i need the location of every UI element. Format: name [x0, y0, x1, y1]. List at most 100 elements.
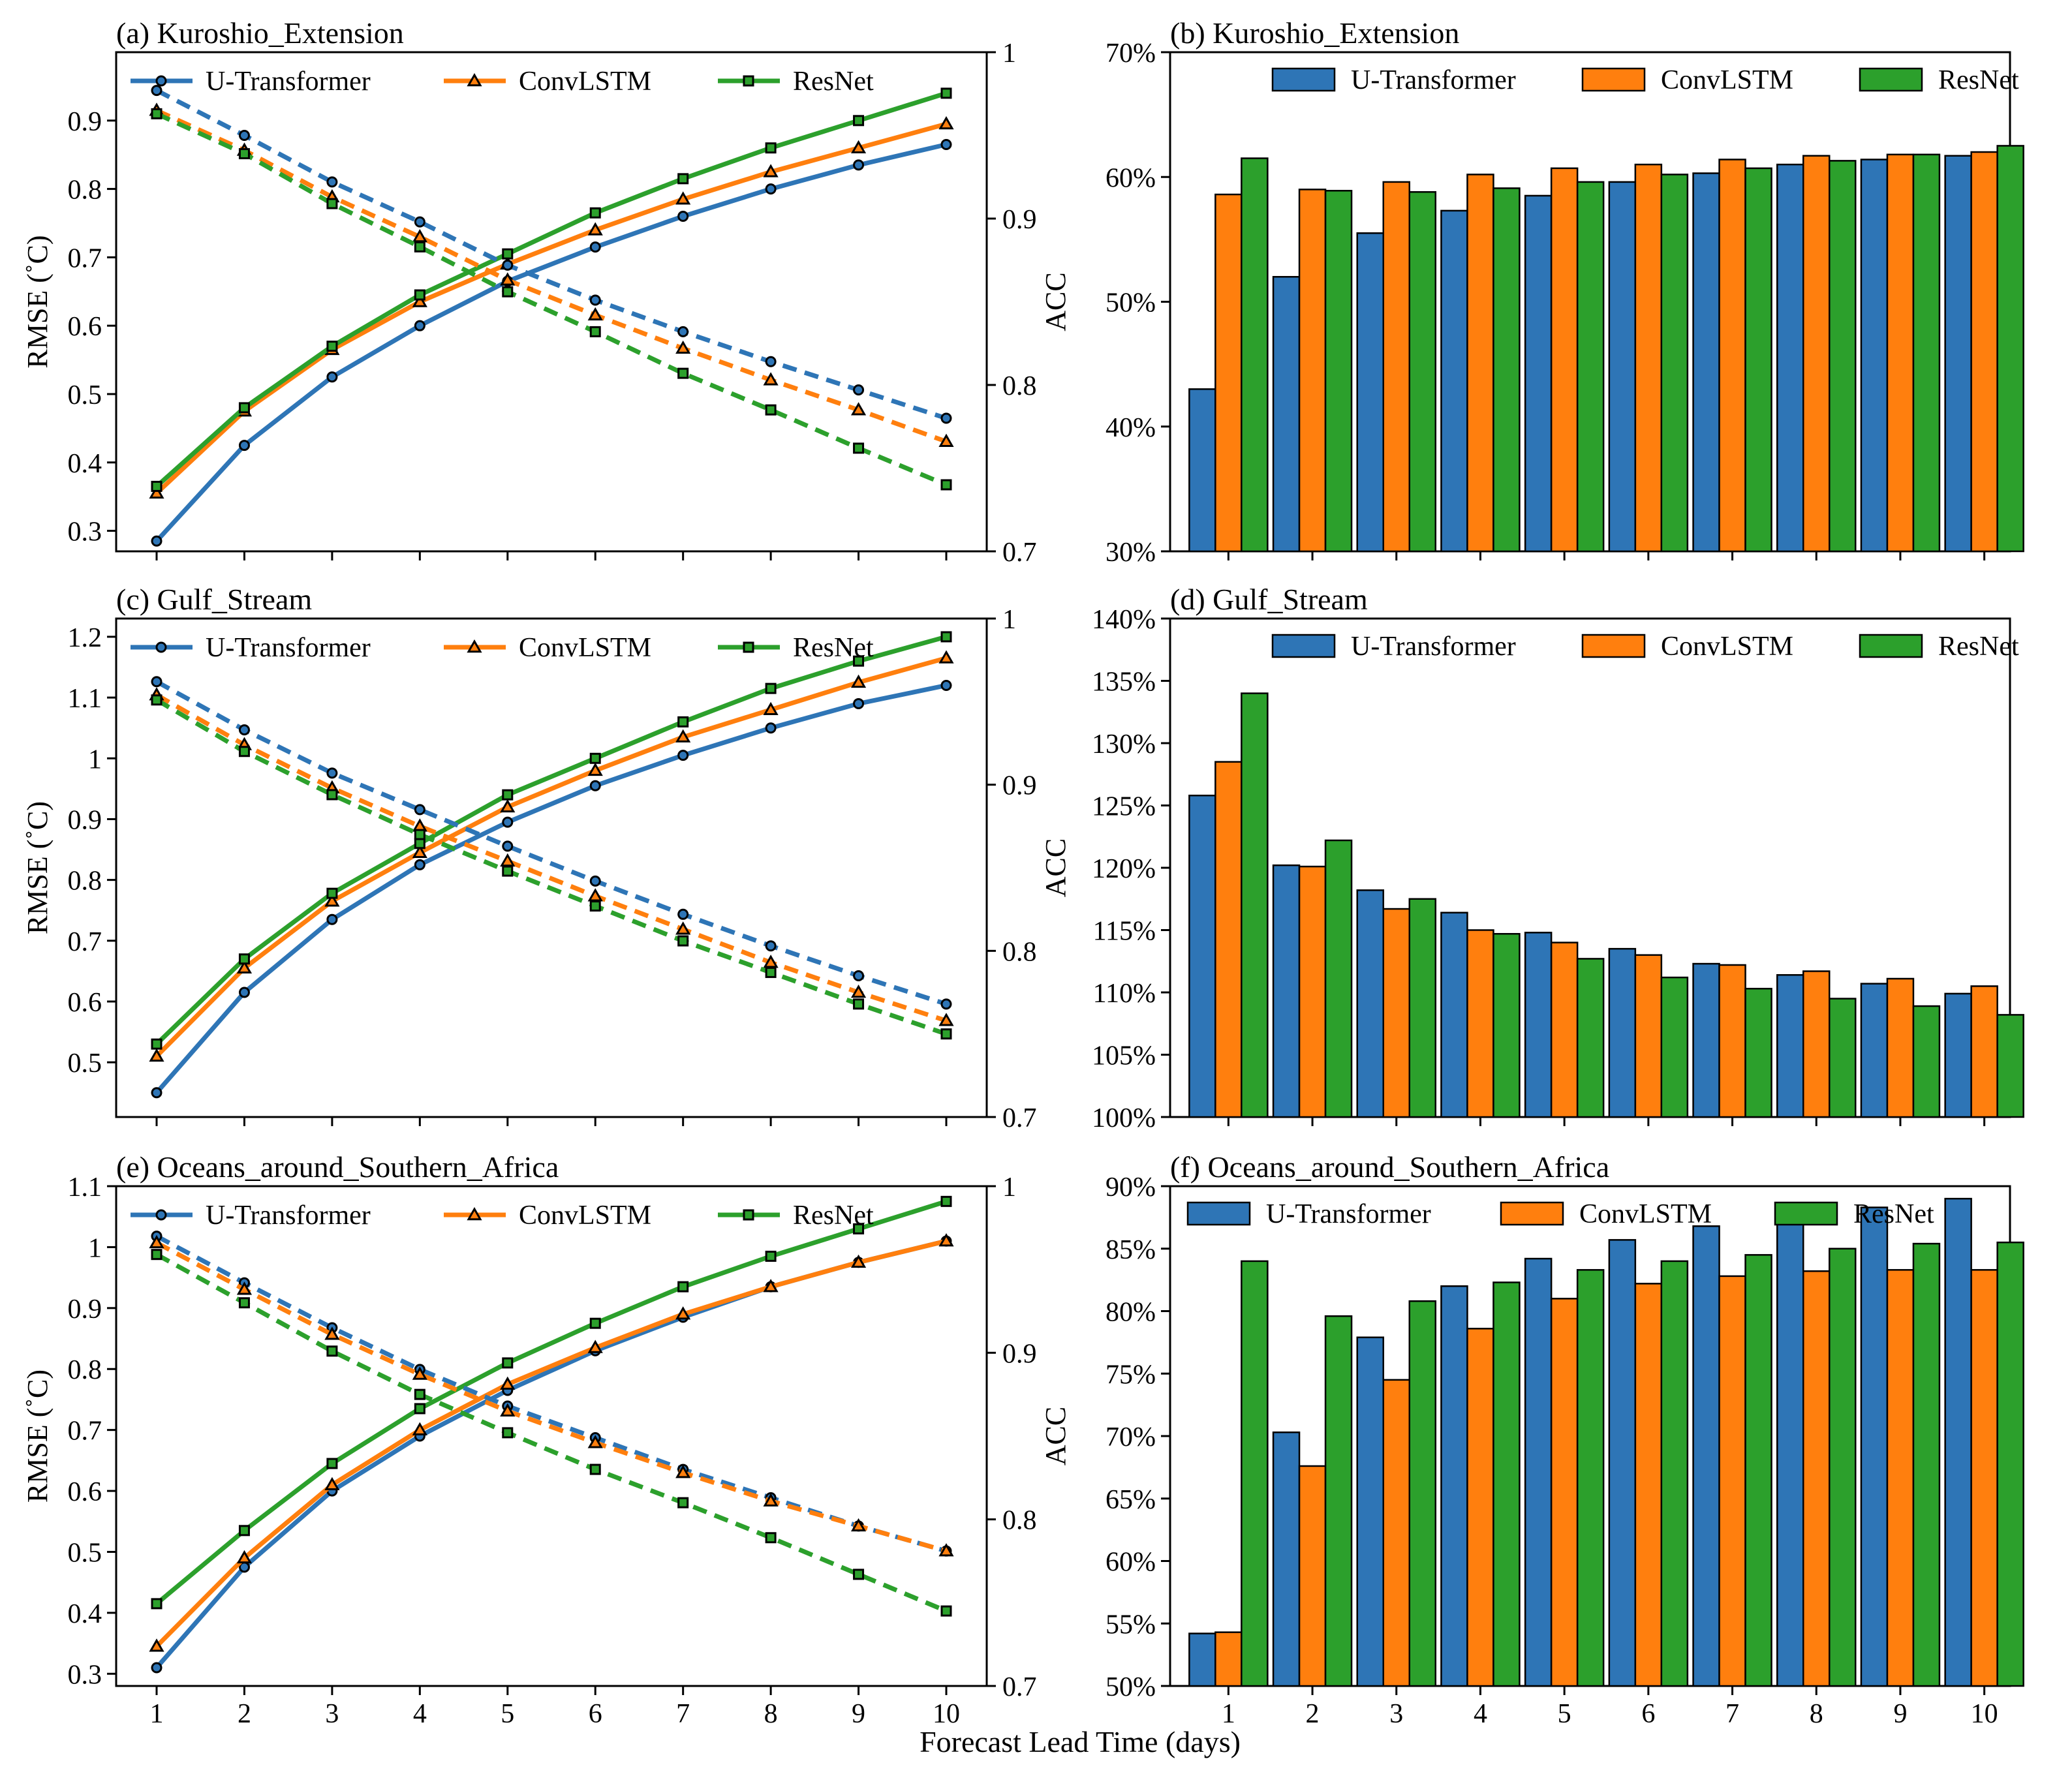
y2-tick-label: 0.7 [1002, 1103, 1037, 1133]
convlstm-acc-point [850, 1518, 867, 1532]
x-tick-label: 7 [1725, 1699, 1739, 1729]
convlstm-rmse-point [500, 799, 516, 813]
y-tick-label: 0.6 [68, 1477, 102, 1507]
bar-convlstm [1550, 167, 1579, 553]
y-tick-label: 1.1 [68, 1172, 102, 1202]
convlstm-acc-line [155, 108, 948, 444]
resnet-rmse-point [765, 1250, 777, 1262]
bar-u-transformer [1524, 1257, 1553, 1687]
bar-resnet [1241, 692, 1269, 1118]
bar-convlstm [1298, 865, 1327, 1118]
y-tick-label: 0.9 [68, 107, 102, 137]
y-tick-label: 0.5 [68, 380, 102, 410]
bar-resnet [1576, 181, 1605, 553]
convlstm-acc-point [763, 955, 779, 968]
convlstm-rmse-line [155, 1238, 947, 1648]
bar-resnet [1492, 1281, 1521, 1687]
y2-tick-label: 0.8 [1002, 371, 1037, 401]
u-transformer-rmse-point [677, 211, 689, 222]
resnet-rmse-point [414, 838, 425, 850]
y-tick-label: 90% [1106, 1172, 1156, 1202]
u-transformer-acc-point [414, 804, 425, 816]
u-transformer-rmse-point [238, 987, 250, 998]
legend-marker-u-transformer [155, 75, 167, 87]
bar-u-transformer [1356, 889, 1384, 1118]
y2-tick-label: 0.9 [1002, 205, 1037, 235]
x-tick-label: 5 [501, 1699, 514, 1729]
y-tick-label: 70% [1106, 1422, 1156, 1452]
resnet-acc-point [151, 1249, 162, 1261]
u-transformer-acc-point [589, 875, 601, 887]
convlstm-acc-point [587, 1435, 603, 1448]
y2-tick-label: 0.8 [1002, 1506, 1037, 1536]
resnet-acc-point [765, 404, 777, 416]
resnet-rmse-point [940, 631, 952, 643]
panel-1: (a) Kuroshio_Extension 0.3 0.4 0.5 0.6 0.7 0.8… [22, 16, 1072, 568]
resnet-rmse-point [326, 887, 338, 899]
u-transformer-rmse-point [940, 679, 952, 691]
resnet-rmse-point [765, 142, 777, 154]
y-axis-label: RMSE (˚C) [22, 801, 54, 934]
resnet-rmse-point [151, 1598, 162, 1610]
u-transformer-rmse-line [155, 683, 947, 1095]
x-tick-label: 8 [764, 1699, 778, 1729]
bar-convlstm [1466, 1328, 1494, 1687]
u-transformer-rmse-point [853, 697, 865, 709]
bar-resnet [1324, 190, 1353, 553]
bar-convlstm [1214, 761, 1243, 1118]
convlstm-rmse-point [412, 294, 427, 307]
convlstm-acc-point [850, 984, 867, 998]
convlstm-acc-point [675, 1465, 691, 1478]
y-tick-label: 70% [1106, 38, 1156, 69]
legend-label-u-transformer: U-Transformer [206, 633, 371, 663]
u-transformer-acc-line [155, 1234, 947, 1554]
bar-u-transformer [1692, 962, 1720, 1118]
legend-marker-resnet [743, 1209, 754, 1221]
resnet-rmse-point [589, 207, 601, 219]
y-tick-label: 75% [1106, 1360, 1156, 1390]
convlstm-rmse-point [763, 1279, 779, 1293]
u-transformer-acc-point [151, 676, 162, 688]
convlstm-rmse-point [149, 1048, 164, 1062]
convlstm-acc-point [324, 1326, 340, 1340]
resnet-acc-point [151, 694, 162, 706]
resnet-rmse-line [155, 1199, 948, 1606]
convlstm-acc-point [587, 888, 603, 902]
bar-u-transformer [1440, 911, 1468, 1118]
y-tick-label: 115% [1093, 917, 1156, 947]
x-tick-label: 6 [589, 1699, 602, 1729]
convlstm-rmse-point [675, 729, 691, 743]
bar-convlstm [1634, 954, 1663, 1118]
u-transformer-acc-point [326, 767, 338, 779]
legend-marker-u-transformer [155, 641, 167, 653]
y-tick-label: 0.6 [68, 988, 102, 1018]
bar-resnet [1912, 153, 1941, 553]
legend-label-resnet: ResNet [793, 67, 874, 97]
u-transformer-acc-point [677, 326, 689, 337]
resnet-rmse-point [502, 1357, 514, 1369]
bar-u-transformer [1188, 794, 1216, 1118]
bar-resnet [1996, 1241, 2024, 1687]
convlstm-rmse-point [412, 844, 427, 858]
legend-swatch-resnet [1859, 634, 1923, 658]
resnet-rmse-point [765, 682, 777, 694]
bar-u-transformer [1860, 983, 1889, 1118]
convlstm-acc-point [500, 1403, 516, 1416]
convlstm-rmse-point [324, 893, 340, 907]
y-tick-label: 0.9 [68, 1294, 102, 1324]
legend-swatch-u-transformer [1271, 67, 1336, 92]
y2-tick-label: 0.9 [1002, 771, 1037, 801]
resnet-acc-point [589, 326, 601, 337]
legend-marker-convlstm [467, 639, 482, 653]
resnet-acc-point [238, 148, 250, 160]
x-tick-label: 1 [150, 1699, 164, 1729]
u-transformer-acc-point [326, 176, 338, 188]
y-tick-label: 0.6 [68, 312, 102, 342]
bar-convlstm [1382, 908, 1410, 1118]
x-tick-label: 8 [1810, 1699, 1823, 1729]
legend-swatch-resnet [1859, 67, 1923, 92]
bar-resnet [1492, 932, 1521, 1118]
u-transformer-acc-point [853, 384, 865, 396]
convlstm-rmse-point [675, 1306, 691, 1320]
